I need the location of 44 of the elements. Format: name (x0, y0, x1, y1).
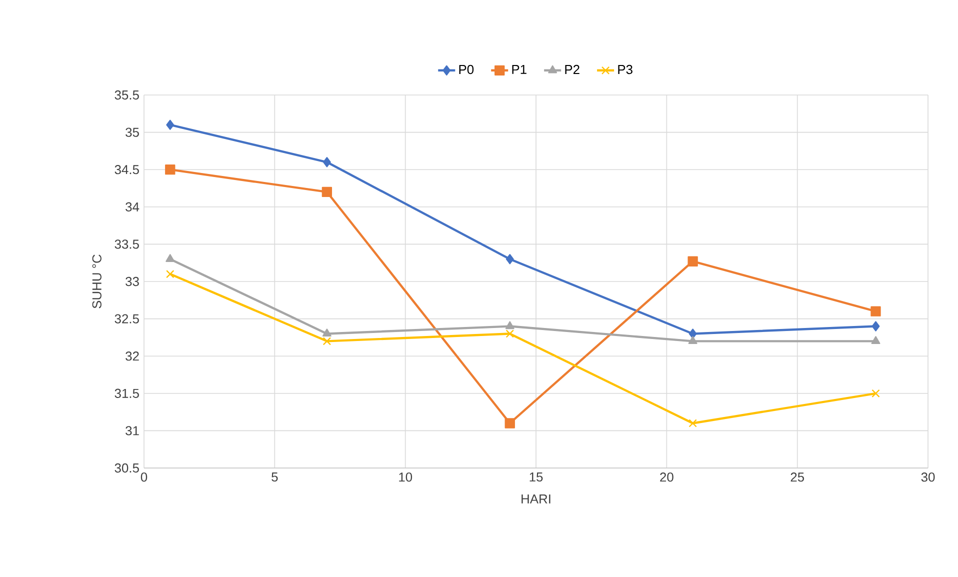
point (166, 254, 175, 262)
point (688, 256, 698, 266)
legend-label: P3 (618, 64, 632, 74)
y-tick-label: 33 (126, 276, 139, 286)
y-tick-label: 31.5 (114, 388, 139, 398)
point (506, 254, 514, 264)
point (322, 186, 332, 198)
point (505, 321, 514, 330)
x-tick-label: 30 (921, 472, 935, 482)
x-tick-label: 20 (660, 472, 674, 482)
point (688, 328, 697, 339)
x-tick-label: 5 (272, 472, 278, 482)
legend-label: P0 (459, 64, 474, 74)
point (166, 270, 174, 278)
point (322, 337, 332, 346)
y-tick-label: 30.5 (114, 463, 139, 473)
point (504, 418, 515, 428)
point (166, 120, 174, 130)
x-tick-label: 10 (399, 472, 412, 482)
point (688, 419, 697, 428)
y-tick-label: 35.5 (114, 90, 139, 100)
y-axis-title: SUHU °C (92, 254, 102, 308)
y-tick-label: 34 (126, 202, 140, 212)
y-tick-label: 32.5 (114, 314, 139, 324)
x-tick-label: 25 (790, 472, 804, 482)
legend-label: P2 (565, 64, 580, 74)
y-tick-label: 33.5 (114, 240, 139, 249)
y-tick-label: 35 (126, 128, 139, 137)
point (165, 164, 176, 175)
y-tick-label: 32 (126, 352, 139, 361)
x-tick-label: 0 (140, 472, 148, 482)
point (506, 330, 514, 338)
y-tick-label: 31 (126, 426, 139, 436)
point (872, 389, 880, 398)
x-axis-title: HARI (522, 494, 550, 504)
point (871, 336, 880, 344)
point (322, 157, 331, 168)
point (688, 336, 698, 344)
point (870, 306, 881, 316)
legend-label: P1 (512, 64, 526, 74)
x-tick-label: 15 (530, 472, 543, 482)
point (872, 321, 880, 332)
y-tick-label: 34.5 (114, 165, 139, 174)
point (322, 328, 332, 337)
